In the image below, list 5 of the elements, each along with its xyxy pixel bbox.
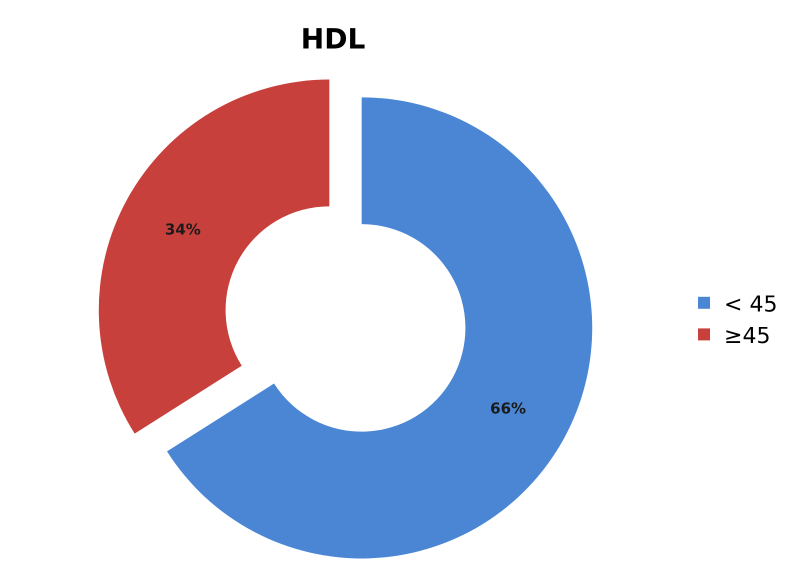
legend-label: ≥45 [724,324,770,349]
data-label: 34% [164,220,201,239]
data-label: 66% [490,399,526,418]
legend-label: < 45 [724,292,778,318]
chart-title: HDL [300,22,366,56]
